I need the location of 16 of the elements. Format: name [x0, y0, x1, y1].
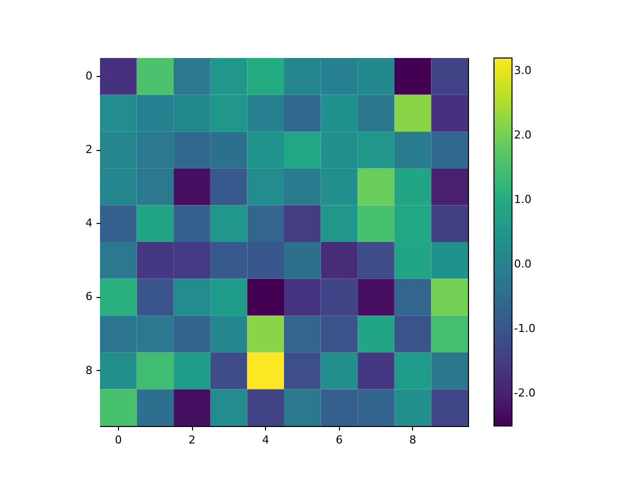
x-tick-label: 8	[409, 434, 416, 446]
color-bar-label: -2.0	[514, 386, 536, 400]
color-bar-label: 2.0	[514, 128, 532, 142]
y-tick-label: 4	[86, 216, 92, 230]
color-bar-label: -1.0	[514, 322, 536, 336]
color-bar-label: 0.0	[514, 258, 532, 271]
x-tick-label: 2	[188, 434, 196, 446]
color-bar-label: 3.0	[514, 64, 532, 77]
x-tick-label: 4	[262, 434, 270, 446]
color-bar-label: 1.0	[514, 193, 532, 206]
x-tick-label: 0	[114, 434, 122, 446]
x-tick-label: 6	[336, 434, 343, 446]
y-tick-label: 8	[86, 364, 92, 377]
y-tick-label: 2	[86, 143, 92, 156]
y-tick-label: 6	[86, 290, 92, 304]
y-tick-label: 0	[86, 69, 92, 82]
